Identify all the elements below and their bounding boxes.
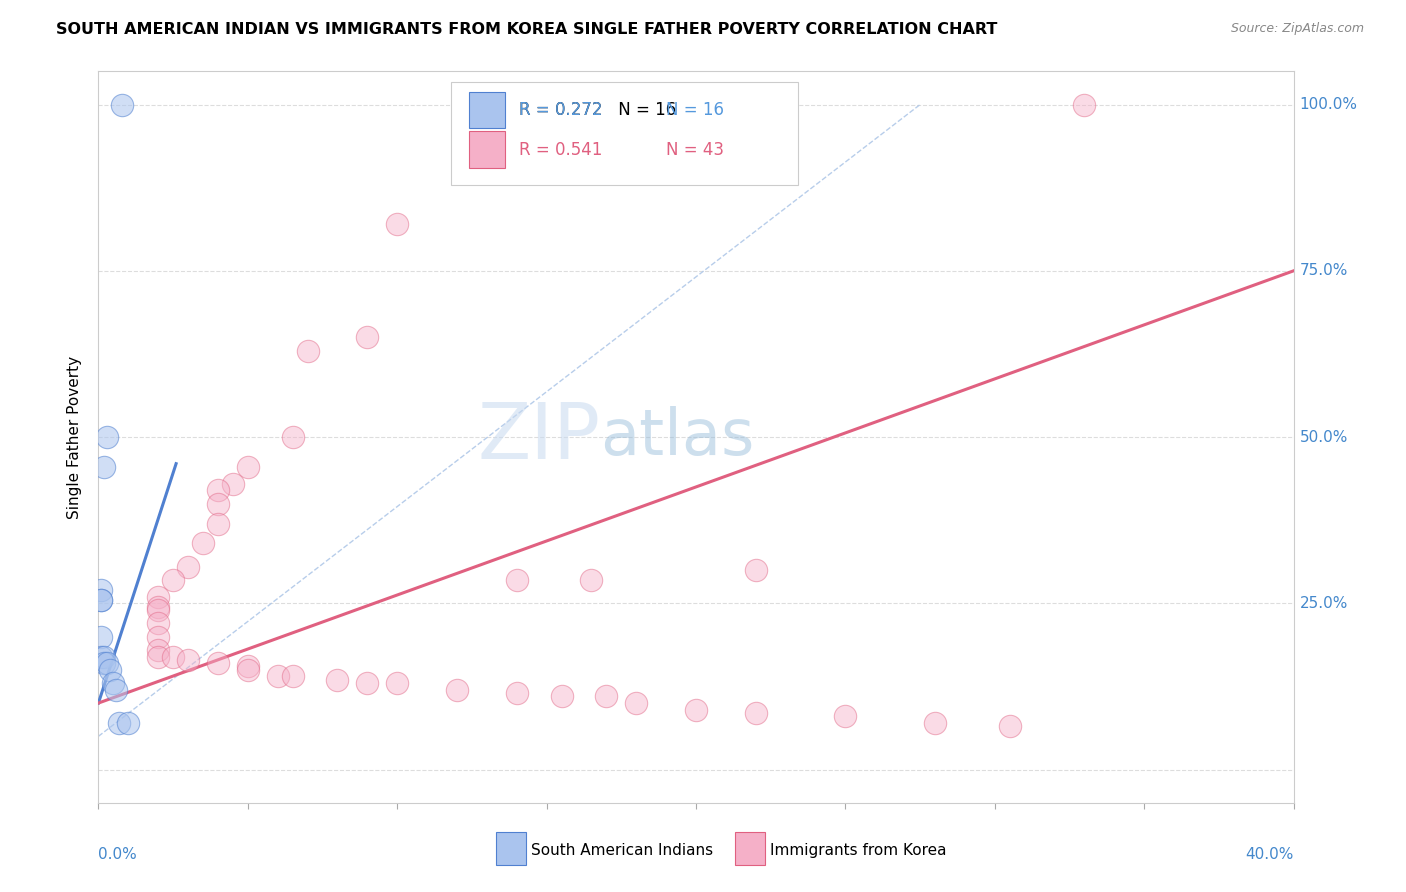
Point (90, 582, 112, 597)
Point (581, 573, 603, 587)
Point (96, 656, 118, 670)
FancyBboxPatch shape (470, 92, 505, 128)
Point (111, 97, 134, 112)
Point (96, 430, 118, 444)
Text: 25.0%: 25.0% (1299, 596, 1348, 611)
Text: SOUTH AMERICAN INDIAN VS IMMIGRANTS FROM KOREA SINGLE FATHER POVERTY CORRELATION: SOUTH AMERICAN INDIAN VS IMMIGRANTS FROM… (56, 22, 998, 37)
Text: N = 43: N = 43 (666, 141, 724, 159)
Point (222, 476, 245, 491)
Point (207, 497, 229, 511)
Point (148, 643, 170, 657)
Point (834, 709, 856, 723)
FancyBboxPatch shape (735, 832, 765, 865)
Text: R = 0.272: R = 0.272 (519, 101, 603, 120)
Point (148, 649, 170, 664)
Point (924, 716, 946, 731)
Point (207, 483, 229, 498)
Point (98, 663, 122, 677)
Point (236, 460, 259, 475)
Point (103, 676, 125, 690)
Point (93, 649, 115, 664)
Point (177, 653, 200, 667)
Point (105, 682, 128, 697)
Text: N = 16: N = 16 (666, 101, 724, 120)
FancyBboxPatch shape (470, 131, 505, 168)
Point (506, 573, 529, 587)
Point (385, 217, 409, 231)
Point (90, 593, 112, 607)
Text: R = 0.272   N = 16: R = 0.272 N = 16 (519, 101, 676, 120)
Point (108, 716, 131, 731)
Point (90, 649, 112, 664)
Text: Immigrants from Korea: Immigrants from Korea (770, 843, 946, 858)
Point (148, 630, 170, 644)
Text: 50.0%: 50.0% (1299, 430, 1348, 444)
Point (595, 690, 617, 704)
FancyBboxPatch shape (451, 82, 797, 185)
Point (148, 616, 170, 631)
Point (148, 603, 170, 617)
Point (90, 630, 112, 644)
Text: 100.0%: 100.0% (1299, 97, 1358, 112)
Point (281, 669, 304, 683)
Point (207, 516, 229, 531)
Point (93, 656, 115, 670)
Text: ZIP: ZIP (478, 399, 600, 475)
Point (297, 343, 319, 358)
Point (1073, 97, 1095, 112)
Point (506, 686, 529, 700)
Text: 40.0%: 40.0% (1246, 847, 1294, 862)
Point (90, 593, 112, 607)
Point (267, 669, 290, 683)
Point (326, 673, 349, 687)
Text: atlas: atlas (600, 406, 755, 468)
Point (162, 649, 184, 664)
Point (207, 656, 229, 670)
Text: 0.0%: 0.0% (98, 847, 138, 862)
Point (148, 599, 170, 614)
Point (356, 330, 378, 344)
Point (93, 460, 115, 475)
Y-axis label: Single Father Poverty: Single Father Poverty (67, 356, 83, 518)
Point (745, 563, 768, 577)
Point (356, 676, 378, 690)
Point (162, 573, 184, 587)
Point (998, 719, 1021, 733)
Point (281, 430, 304, 444)
FancyBboxPatch shape (496, 832, 526, 865)
Point (446, 682, 468, 697)
Point (236, 659, 259, 673)
Point (550, 690, 572, 704)
Point (624, 696, 647, 710)
Text: 75.0%: 75.0% (1299, 263, 1348, 278)
Point (117, 716, 139, 731)
Point (148, 590, 170, 604)
Text: South American Indians: South American Indians (531, 843, 713, 858)
Point (745, 706, 768, 720)
Point (236, 663, 259, 677)
Point (191, 536, 214, 550)
Text: Source: ZipAtlas.com: Source: ZipAtlas.com (1230, 22, 1364, 36)
Point (385, 676, 409, 690)
Point (177, 559, 200, 574)
Point (685, 703, 707, 717)
Text: R = 0.541: R = 0.541 (519, 141, 602, 159)
